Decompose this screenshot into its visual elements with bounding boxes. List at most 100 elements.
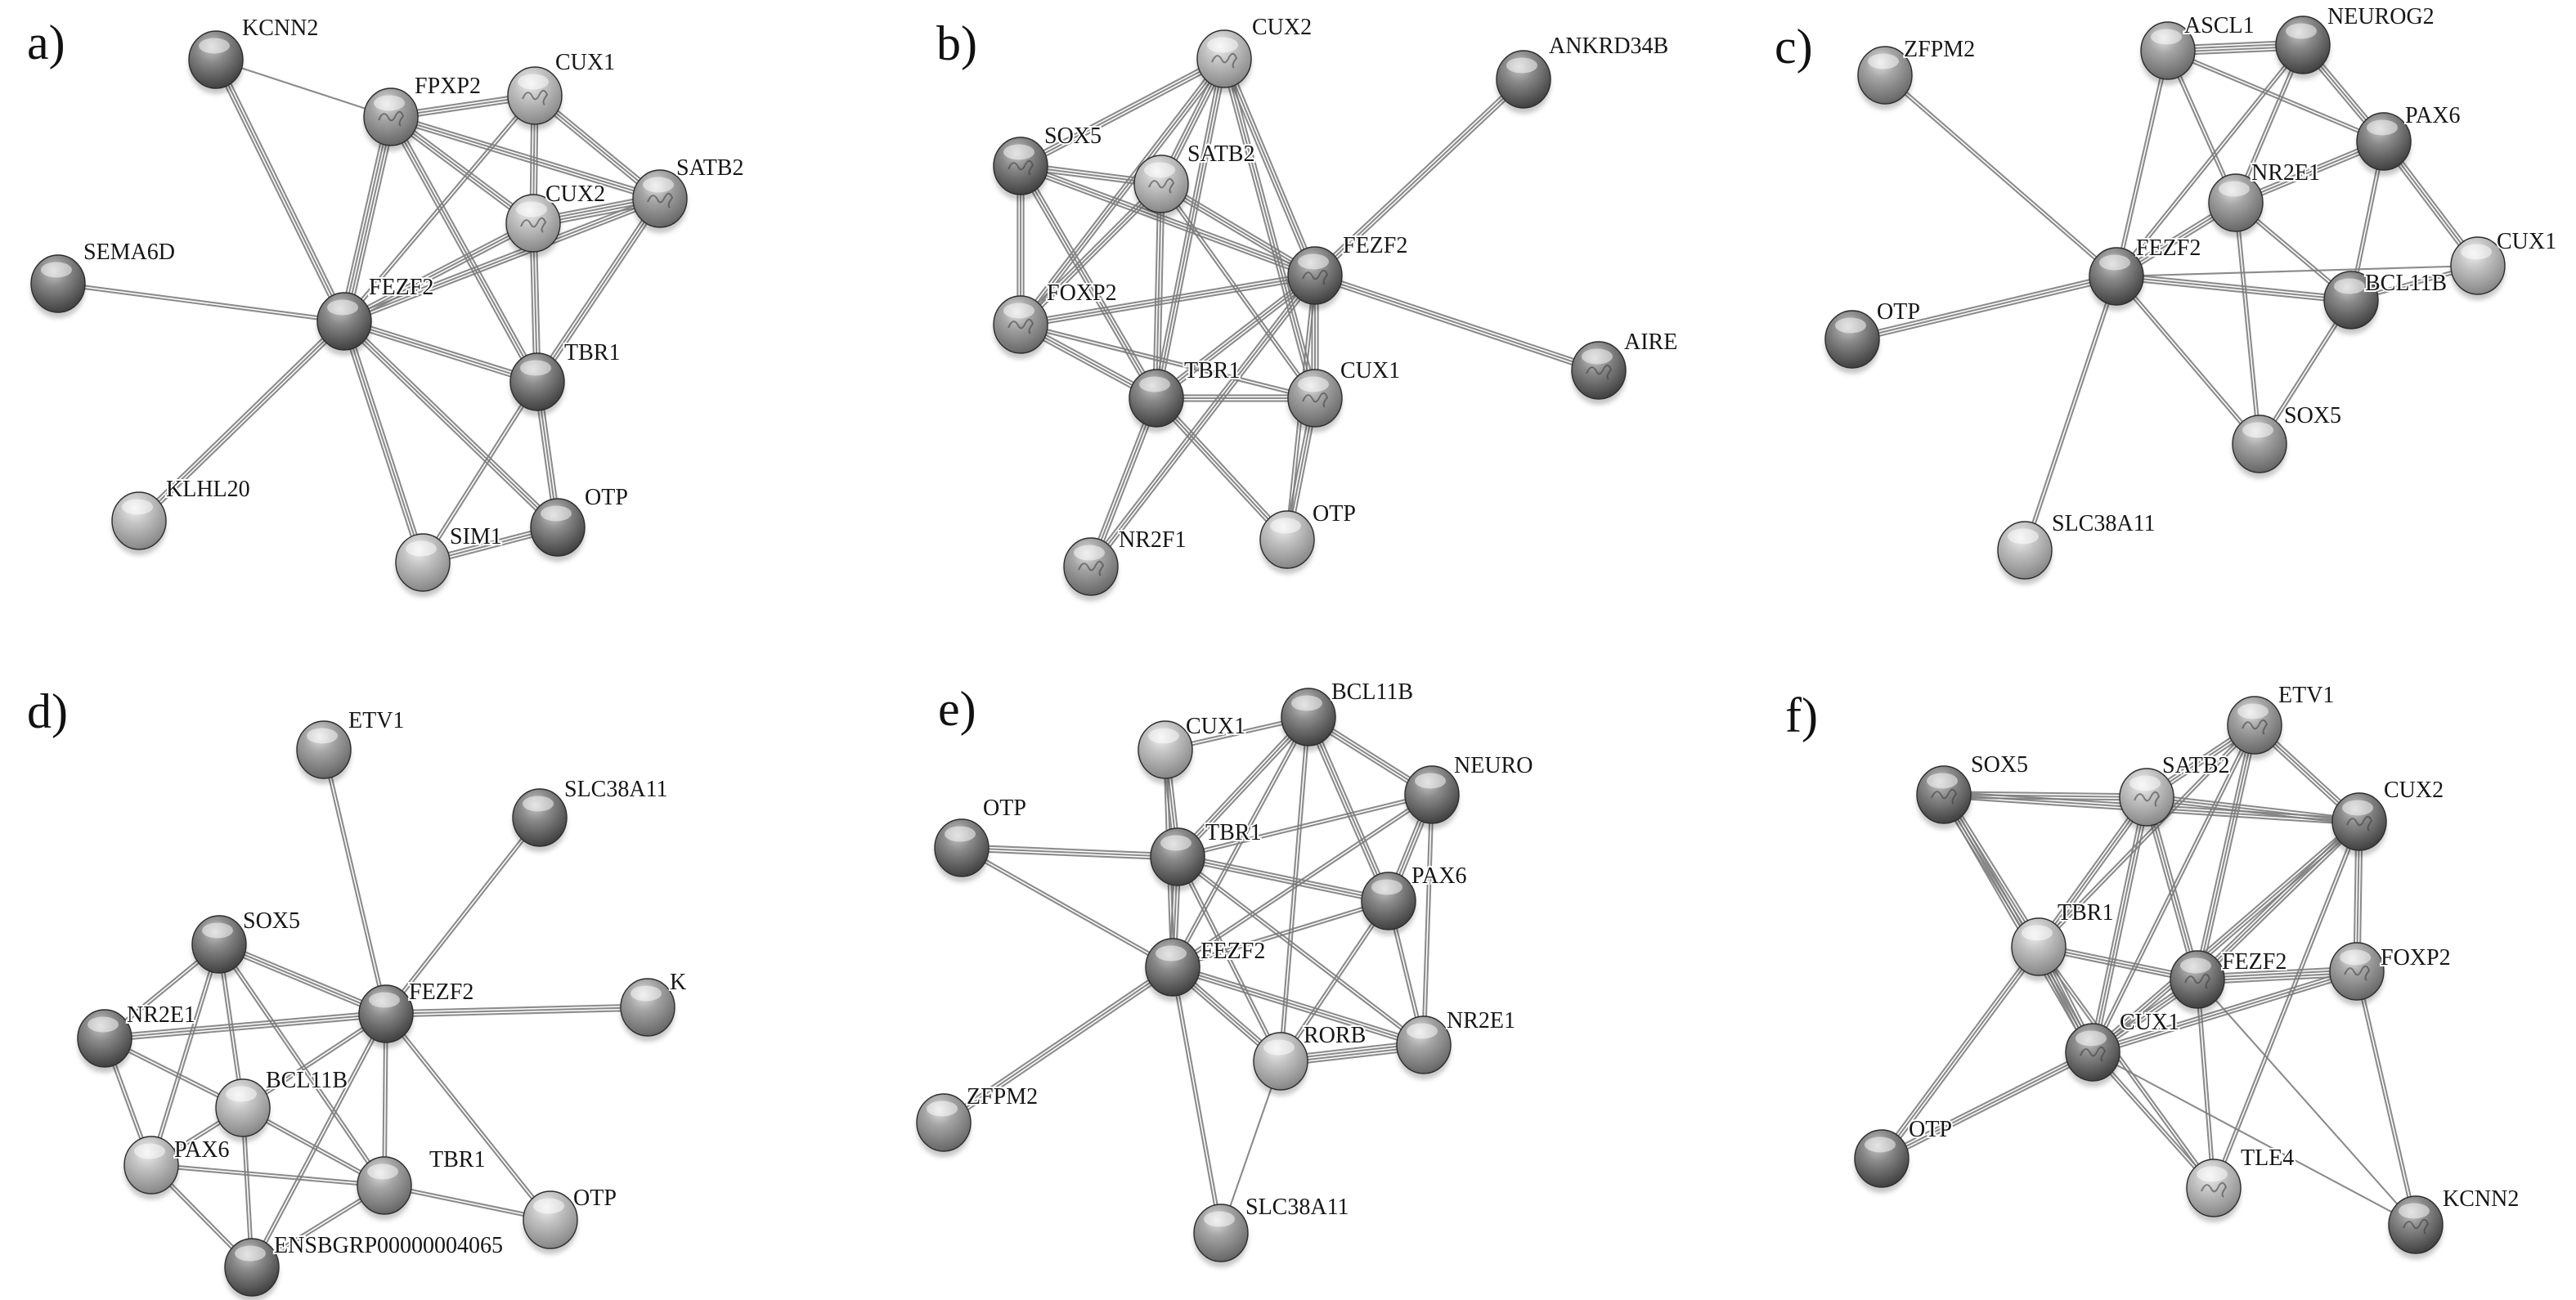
edge-strand xyxy=(1156,397,1288,540)
edge-a-SATB2-TBR1 xyxy=(534,196,663,384)
edge-strand xyxy=(393,114,541,381)
node-gloss-icon xyxy=(2342,800,2373,816)
edge-strand xyxy=(138,321,345,522)
edge-strand xyxy=(2114,50,2168,276)
edge-a-FPXP2-FEZF2 xyxy=(339,115,397,323)
node-gloss-icon xyxy=(518,74,549,90)
edge-strand xyxy=(1016,167,1155,401)
edge-strand xyxy=(2233,203,2260,445)
edge-strand xyxy=(1943,794,2094,1053)
edge-strand xyxy=(1883,75,2116,279)
edge-strand xyxy=(57,284,344,324)
edge-strand xyxy=(2166,51,2384,144)
node-e-OTP: OTP xyxy=(934,794,1028,882)
node-label-a-KCNN2: KCNN2 xyxy=(242,16,318,41)
edge-strand xyxy=(2094,797,2151,1053)
edge-strand xyxy=(342,219,532,320)
edge-strand xyxy=(215,59,392,118)
node-b-ANKRD34B: ANKRD34B xyxy=(1496,32,1670,114)
edge-f-FOXP2-CUX1 xyxy=(2091,967,2358,1056)
node-f-CUX1: CUX1 xyxy=(2065,1008,2181,1087)
node-label-b-OTP: OTP xyxy=(1313,501,1356,527)
node-gloss-icon xyxy=(1415,773,1446,789)
edge-strand xyxy=(321,750,386,1015)
node-gloss-icon xyxy=(367,1163,398,1180)
edge-strand xyxy=(1021,61,1227,170)
edge-strand xyxy=(2198,823,2363,983)
edge-strand xyxy=(343,222,534,322)
node-gloss-icon xyxy=(2242,422,2273,438)
node-label-f-FOXP2: FOXP2 xyxy=(2381,945,2451,971)
edge-strand xyxy=(386,1009,648,1018)
node-gloss-icon xyxy=(2219,181,2250,197)
panel-letter-b: b) xyxy=(936,16,977,70)
edge-strand xyxy=(385,1006,648,1015)
edge-strand xyxy=(2036,947,2214,1190)
edge-strand xyxy=(215,59,345,322)
edge-f-FOXP2-KCNN2 xyxy=(2354,971,2418,1226)
protein-ribbon-icon xyxy=(1302,392,1329,408)
edge-strand xyxy=(2354,971,2416,1226)
edge-strand xyxy=(1178,853,1389,899)
edge-c-FEZF2-OTP xyxy=(1851,272,2118,343)
node-label-c-NEUROG2: NEUROG2 xyxy=(2327,4,2435,29)
node-label-c-SOX5: SOX5 xyxy=(2284,403,2341,428)
edge-strand xyxy=(1226,57,1319,398)
node-gloss-icon xyxy=(631,985,662,1002)
edge-strand xyxy=(1160,183,1316,276)
node-c-ASCL1: ASCL1 xyxy=(2140,11,2256,85)
edge-strand xyxy=(2168,48,2385,141)
edge-e-PAX6-FEZF2 xyxy=(1172,899,1389,970)
edge-strand xyxy=(1220,59,1313,400)
node-f-SOX5: SOX5 xyxy=(1916,751,2030,829)
edge-strand xyxy=(1021,185,1165,328)
node-gloss-icon xyxy=(1371,879,1402,895)
edge-strand xyxy=(1314,78,1524,276)
edge-strand xyxy=(2092,970,2358,1054)
edge-strand xyxy=(104,1010,386,1037)
node-gloss-icon xyxy=(1139,376,1170,392)
edge-d-SLC38A11-FEZF2 xyxy=(384,816,542,1015)
edge-strand xyxy=(1223,58,1317,399)
edge-strand xyxy=(1421,794,1432,1045)
node-e-NR2E1: NR2E1 xyxy=(1396,1006,1517,1079)
edge-d-NR2E1-FEZF2 xyxy=(104,1010,387,1042)
edge-strand xyxy=(1088,273,1313,566)
edge-strand xyxy=(1308,716,1389,902)
edge-d-FEZF2-ENSBGRP00000004065 xyxy=(249,1012,388,1269)
edge-strand xyxy=(1175,857,1281,1063)
edge-strand xyxy=(218,57,348,321)
edge-strand xyxy=(420,380,537,563)
edge-strand xyxy=(1881,946,2040,1159)
protein-ribbon-icon xyxy=(1931,788,1958,805)
edge-strand xyxy=(341,322,557,531)
edge-strand xyxy=(2236,202,2262,444)
node-label-f-CUX2: CUX2 xyxy=(2384,778,2444,803)
edge-b-SOX5-TBR1 xyxy=(1016,164,1160,401)
node-c-SOX5: SOX5 xyxy=(2232,401,2343,478)
edge-f-FEZF2-KCNN2 xyxy=(2197,979,2417,1226)
edge-strand xyxy=(2116,45,2305,278)
node-label-d-SLC38A11: SLC38A11 xyxy=(564,777,668,802)
edge-strand xyxy=(2022,276,2116,550)
node-f-FEZF2: FEZF2 xyxy=(2170,948,2288,1014)
edge-strand xyxy=(1161,182,1317,398)
node-gloss-icon xyxy=(2367,119,2398,136)
node-gloss-icon xyxy=(122,499,153,515)
node-f-TBR1: TBR1 xyxy=(2011,899,2115,981)
panel-e: CUX1 BCL11B NEURO OTP TBR1 PAX6 FEZF2 RORB NR2E1… xyxy=(916,678,1534,1267)
panel-letter-d: d) xyxy=(27,684,68,738)
edge-strand xyxy=(1157,395,1290,539)
node-gloss-icon xyxy=(516,201,547,217)
edge-strand xyxy=(1158,184,1165,399)
panel-letter-c: c) xyxy=(1775,20,1813,74)
edge-strand xyxy=(136,318,343,520)
edge-f-FEZF2-TLE4 xyxy=(2195,979,2216,1189)
edge-strand xyxy=(384,816,540,1014)
edge-strand xyxy=(961,849,1178,861)
edge-strand xyxy=(344,200,662,325)
edge-strand xyxy=(1155,183,1163,399)
node-gloss-icon xyxy=(2180,957,2211,974)
edge-strand xyxy=(1281,717,1311,1062)
node-label-a-OTP: OTP xyxy=(585,485,628,510)
